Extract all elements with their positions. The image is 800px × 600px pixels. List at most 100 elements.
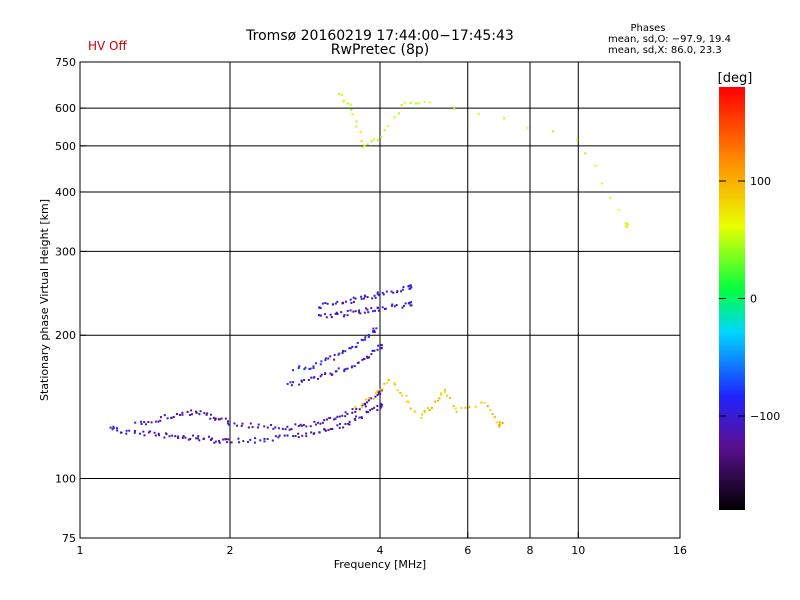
echo-point bbox=[290, 428, 293, 431]
echo-point bbox=[351, 113, 354, 116]
echo-point bbox=[349, 103, 352, 106]
echo-point bbox=[430, 406, 433, 409]
echo-point bbox=[320, 360, 323, 363]
echo-point bbox=[378, 390, 381, 393]
echo-point bbox=[375, 327, 378, 330]
echo-point bbox=[272, 427, 275, 430]
echo-point bbox=[376, 348, 379, 351]
echo-point bbox=[147, 421, 150, 424]
echo-point bbox=[209, 417, 212, 420]
echo-point bbox=[312, 376, 315, 379]
x-axis-label: Frequency [MHz] bbox=[334, 558, 426, 571]
echo-point bbox=[354, 310, 357, 313]
echo-point bbox=[338, 415, 341, 418]
echo-point bbox=[163, 436, 166, 439]
echo-point bbox=[214, 417, 217, 420]
echo-point bbox=[134, 421, 137, 424]
echo-point bbox=[292, 381, 295, 384]
y-tick-label: 500 bbox=[55, 140, 76, 153]
echo-point bbox=[464, 406, 467, 409]
echo-point bbox=[625, 226, 628, 229]
echo-point bbox=[365, 410, 368, 413]
echo-point bbox=[290, 384, 293, 387]
echo-point bbox=[334, 302, 337, 305]
echo-point bbox=[292, 435, 295, 438]
echo-point bbox=[452, 405, 455, 408]
echo-point bbox=[423, 409, 426, 412]
echo-point bbox=[288, 428, 291, 431]
echo-point bbox=[125, 429, 128, 432]
echo-point bbox=[361, 402, 364, 405]
echo-point bbox=[362, 297, 365, 300]
chart-title: Tromsø 20160219 17:44:00−17:45:43 bbox=[245, 28, 514, 44]
echo-point bbox=[384, 307, 387, 310]
echo-point bbox=[400, 394, 403, 397]
echo-point bbox=[351, 411, 354, 414]
echo-point bbox=[112, 425, 115, 428]
echo-point bbox=[350, 108, 353, 111]
echo-point bbox=[206, 412, 209, 415]
echo-point bbox=[299, 423, 302, 426]
echo-point bbox=[194, 410, 197, 413]
echo-point bbox=[323, 419, 326, 422]
echo-point bbox=[315, 362, 318, 365]
echo-point bbox=[319, 375, 322, 378]
echo-point bbox=[410, 301, 413, 304]
echo-point bbox=[331, 428, 334, 431]
echo-point bbox=[111, 428, 114, 431]
echo-point bbox=[281, 427, 284, 430]
echo-point bbox=[321, 302, 324, 305]
echo-point bbox=[213, 441, 216, 444]
echo-point bbox=[372, 327, 375, 330]
echo-point bbox=[177, 435, 180, 438]
echo-point bbox=[153, 431, 156, 434]
echo-point bbox=[498, 421, 501, 424]
echo-point bbox=[144, 423, 147, 426]
echo-point bbox=[303, 379, 306, 382]
echo-point bbox=[355, 415, 358, 418]
echo-point bbox=[317, 377, 320, 380]
echo-point bbox=[270, 424, 273, 427]
colorbar-tick-label: −100 bbox=[750, 410, 780, 423]
echo-point bbox=[266, 437, 269, 440]
echo-point bbox=[385, 290, 388, 293]
echo-point bbox=[259, 439, 262, 442]
echo-point bbox=[380, 347, 383, 350]
echo-point bbox=[158, 434, 161, 437]
echo-point bbox=[357, 361, 360, 364]
echo-point bbox=[358, 311, 361, 314]
echo-point bbox=[325, 316, 328, 319]
echo-point bbox=[377, 306, 380, 309]
echo-point bbox=[489, 409, 492, 412]
echo-point bbox=[254, 437, 257, 440]
echo-point bbox=[150, 421, 153, 424]
echo-point bbox=[313, 420, 316, 423]
echo-point bbox=[444, 388, 447, 391]
echo-point bbox=[410, 304, 413, 307]
echo-point bbox=[360, 295, 363, 298]
echo-point bbox=[318, 431, 321, 434]
echo-point bbox=[263, 437, 266, 440]
echo-point bbox=[214, 418, 217, 421]
echo-point bbox=[224, 417, 227, 420]
echo-point bbox=[366, 357, 369, 360]
echo-point bbox=[367, 399, 370, 402]
echo-point bbox=[307, 379, 310, 382]
echo-point bbox=[349, 298, 352, 301]
x-tick-label: 6 bbox=[464, 544, 471, 557]
echo-point bbox=[460, 406, 463, 409]
echo-point bbox=[324, 429, 327, 432]
echo-point bbox=[143, 421, 146, 424]
echo-point bbox=[346, 367, 349, 370]
echo-point bbox=[364, 295, 367, 298]
echo-point bbox=[174, 435, 177, 438]
y-tick-label: 750 bbox=[55, 56, 76, 69]
echo-point bbox=[256, 426, 259, 429]
echo-point bbox=[271, 439, 274, 442]
echo-point bbox=[379, 402, 382, 405]
echo-point bbox=[404, 302, 407, 305]
echo-point bbox=[552, 130, 555, 133]
echo-point bbox=[277, 427, 280, 430]
echo-point bbox=[286, 382, 289, 385]
echo-point bbox=[362, 339, 365, 342]
